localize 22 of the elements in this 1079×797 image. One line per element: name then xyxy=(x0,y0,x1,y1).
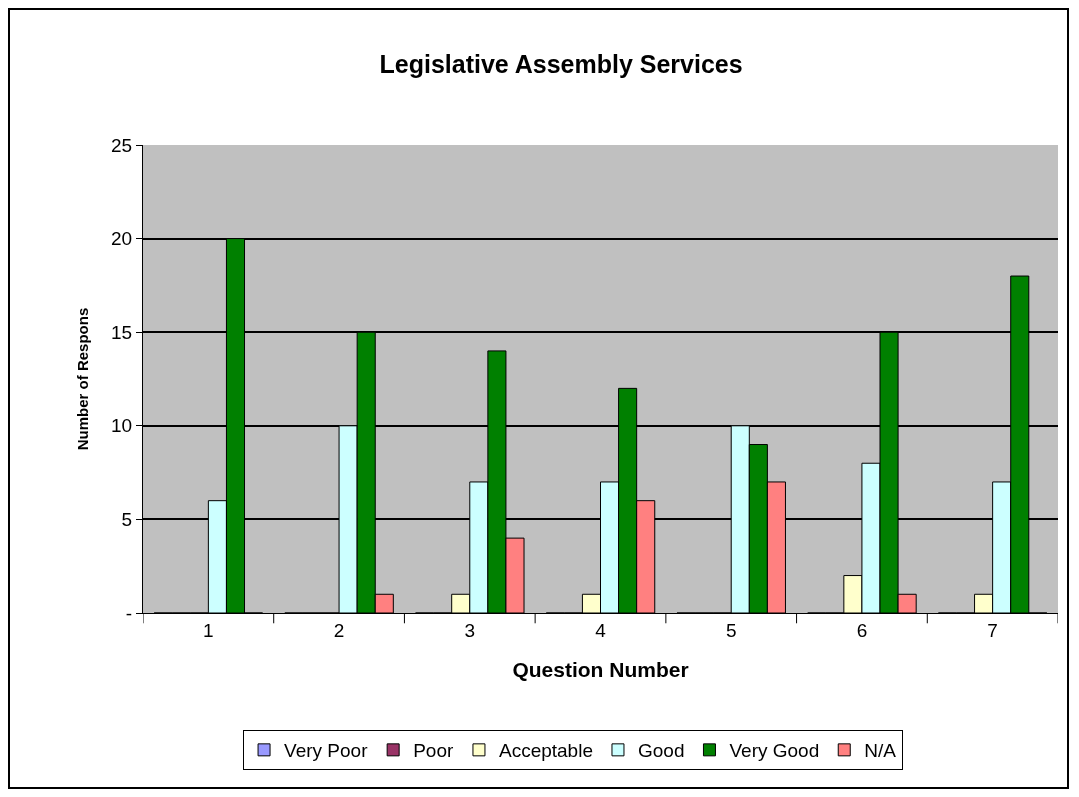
x-tick-label: 3 xyxy=(464,619,476,641)
legend-label: Very Good xyxy=(729,740,820,762)
y-axis-title: Number of Respons xyxy=(74,307,92,451)
y-tick-label: 10 xyxy=(111,415,133,437)
y-tick-label: 20 xyxy=(111,228,133,250)
x-axis-title: Question Number xyxy=(512,658,689,681)
y-tick-label: - xyxy=(125,602,133,624)
legend-label: Good xyxy=(637,740,685,762)
x-tick-label: 1 xyxy=(203,619,214,641)
legend-label: Poor xyxy=(413,740,454,762)
x-tick-label: 2 xyxy=(333,619,345,641)
legend-label: Very Poor xyxy=(284,740,369,762)
y-tick-label: 5 xyxy=(121,509,133,531)
legend-label: Acceptable xyxy=(498,740,593,762)
y-tick-label: 15 xyxy=(111,321,133,343)
y-tick-label: 25 xyxy=(111,134,133,156)
x-tick-label: 5 xyxy=(725,619,737,641)
x-tick-label: 7 xyxy=(987,619,998,641)
x-tick-label: 4 xyxy=(595,619,607,641)
chart-title: Legislative Assembly Services xyxy=(379,50,743,79)
legend-label: N/A xyxy=(864,740,897,762)
x-tick-label: 6 xyxy=(856,619,868,641)
